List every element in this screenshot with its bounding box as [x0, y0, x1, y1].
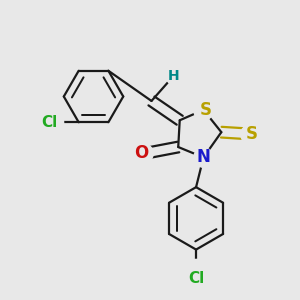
- Text: O: O: [135, 144, 149, 162]
- Text: S: S: [246, 125, 258, 143]
- Text: S: S: [199, 101, 211, 119]
- Text: N: N: [196, 148, 210, 166]
- Text: Cl: Cl: [41, 115, 58, 130]
- Text: H: H: [168, 69, 180, 83]
- Text: Cl: Cl: [188, 271, 204, 286]
